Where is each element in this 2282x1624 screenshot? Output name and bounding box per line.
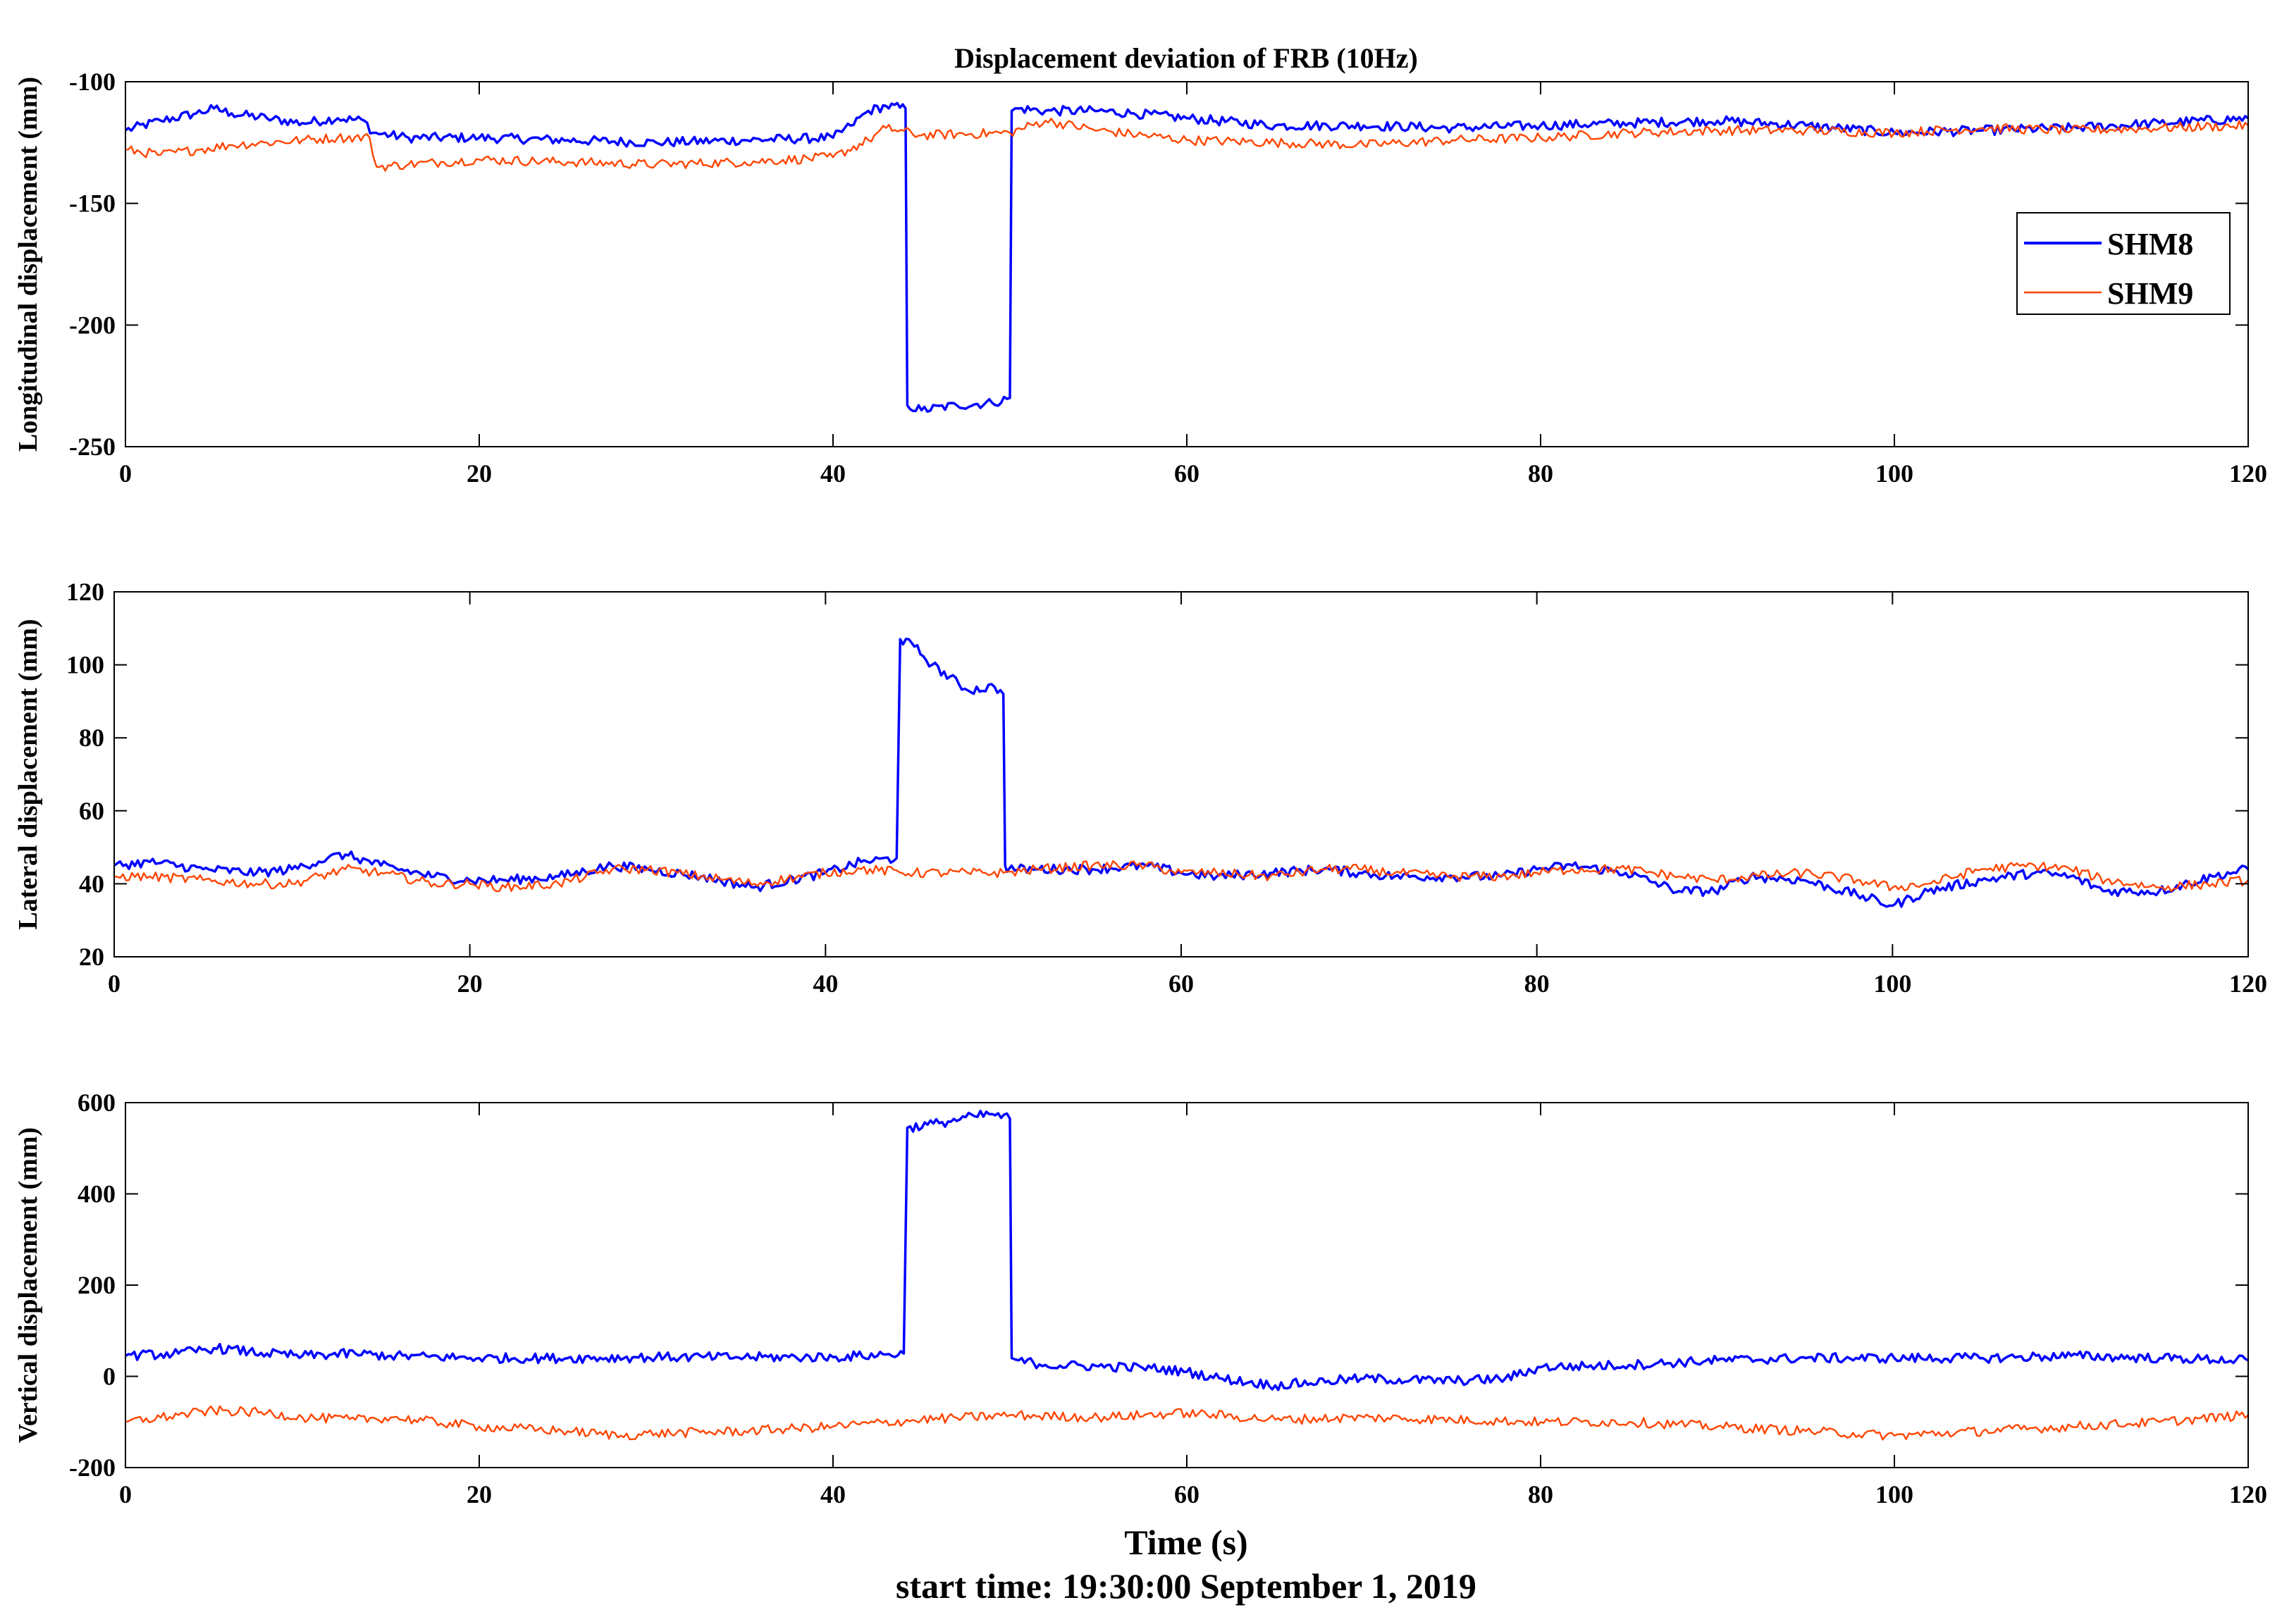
start-time-caption: start time: 19:30:00 September 1, 2019 xyxy=(896,1566,1476,1606)
x-tick-label: 120 xyxy=(2229,459,2267,488)
y-tick-label: 600 xyxy=(78,1089,116,1117)
series-shm8-line xyxy=(125,1110,2249,1391)
x-tick-label: 120 xyxy=(2229,1480,2267,1508)
x-tick-label: 60 xyxy=(1174,1480,1199,1508)
series-shm9-line xyxy=(113,860,2249,893)
x-tick-label: 40 xyxy=(820,1480,846,1508)
x-tick-label: 60 xyxy=(1174,459,1199,488)
x-tick-label: 80 xyxy=(1528,459,1553,488)
series-shm9-line xyxy=(125,1405,2249,1441)
x-tick-label: 0 xyxy=(119,1480,132,1508)
panel-1: 0 20 40 60 80 100 120 -100 -150 -200 -250 Longitudi… xyxy=(13,68,2267,488)
x-tick-label: 20 xyxy=(467,459,492,488)
x-tick-label: 100 xyxy=(1875,459,1913,488)
x-tick-label: 40 xyxy=(813,969,838,998)
series-shm8-line xyxy=(124,101,2250,413)
y-tick-label: -200 xyxy=(69,311,116,339)
legend-box xyxy=(2016,212,2231,315)
y-tick-label: -150 xyxy=(69,190,116,218)
x-tick-label: 40 xyxy=(820,459,846,488)
x-tick-label: 100 xyxy=(1875,1480,1913,1508)
y-tick-label: 60 xyxy=(79,797,104,825)
legend-label-shm8: SHM8 xyxy=(2107,227,2193,261)
series-shm9-line xyxy=(125,118,2249,172)
x-tick-label: 120 xyxy=(2229,969,2267,998)
y-tick-label: 20 xyxy=(79,943,104,971)
y-tick-label: 200 xyxy=(78,1271,116,1299)
y-tick-label: 400 xyxy=(78,1180,116,1208)
x-tick-label: 20 xyxy=(467,1480,492,1508)
y-tick-label: -200 xyxy=(69,1453,116,1482)
y-axis-label: Lateral displacement (mm) xyxy=(13,619,43,929)
plot-frame xyxy=(113,591,2249,957)
x-tick-label: 20 xyxy=(457,969,483,998)
series-shm8-line xyxy=(113,638,2250,908)
y-axis-label: Vertical displacement (mm) xyxy=(13,1127,43,1443)
y-tick-label: 80 xyxy=(79,724,104,752)
panels: 0 20 40 60 80 100 120-100-150-200-250Longitudi… xyxy=(13,68,2267,1508)
y-axis-label: Longitudinal displacement (mm) xyxy=(13,77,43,452)
legend-label-shm9: SHM9 xyxy=(2107,276,2193,311)
x-tick-label: 80 xyxy=(1524,969,1550,998)
x-tick-label: 0 xyxy=(108,969,121,998)
x-tick-label: 60 xyxy=(1168,969,1194,998)
y-tick-label: -250 xyxy=(69,433,116,461)
x-axis-label: Time (s) xyxy=(1124,1523,1247,1562)
x-tick-label: 0 xyxy=(119,459,132,488)
y-tick-label: -100 xyxy=(69,68,116,96)
x-tick-label: 80 xyxy=(1528,1480,1553,1508)
x-tick-label: 100 xyxy=(1873,969,1911,998)
legend: SHM8 SHM9 xyxy=(2016,212,2231,315)
y-tick-label: 100 xyxy=(66,651,104,679)
chart-title: Displacement deviation of FRB (10Hz) xyxy=(954,42,1418,74)
y-tick-label: 120 xyxy=(66,578,104,606)
y-tick-label: 0 xyxy=(103,1363,116,1391)
y-tick-label: 40 xyxy=(79,869,104,898)
